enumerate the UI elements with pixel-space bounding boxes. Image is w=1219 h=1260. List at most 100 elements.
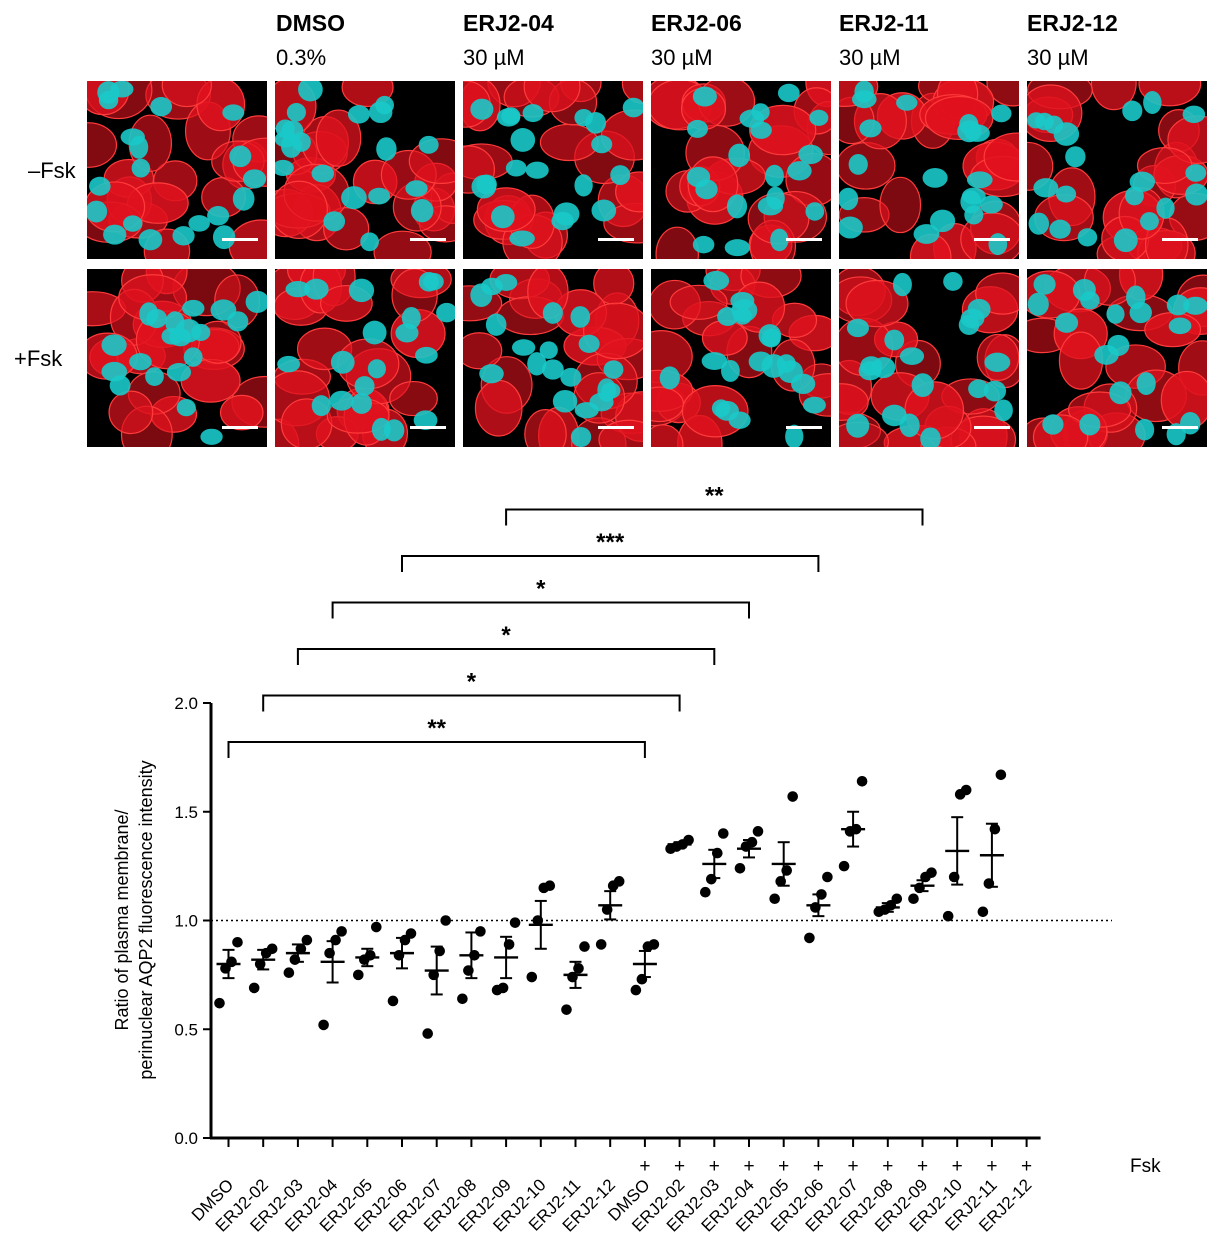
data-point: [995, 769, 1007, 781]
data-point: [365, 950, 376, 961]
column-concentration-2: 30 µM: [463, 45, 525, 70]
x-tick-label: ERJ2-09: [871, 1175, 931, 1235]
micrograph-panel-r2-c6: [1027, 269, 1207, 447]
data-point: [706, 873, 717, 885]
data-point: [926, 867, 937, 878]
significance-bracket: [505, 508, 924, 526]
data-point: [434, 945, 446, 957]
data-point: [399, 934, 411, 946]
micrograph-panel-r1-c4: [651, 81, 831, 259]
data-point: [232, 936, 243, 948]
scale-bar: [222, 426, 258, 429]
micrograph-panel-r1-c6: [1027, 81, 1207, 259]
data-point: [509, 917, 521, 928]
significance-bracket: [227, 741, 646, 758]
data-point: [642, 941, 654, 952]
significance-label: **: [705, 483, 724, 510]
data-point: [671, 841, 682, 852]
data-point: [677, 839, 688, 850]
micrograph-panel-r1-c5: [839, 81, 1019, 259]
significance-bracket: [401, 555, 820, 572]
x-tick-label: ERJ2-11: [525, 1175, 584, 1234]
data-point: [683, 834, 694, 846]
significance-label: **: [427, 715, 446, 742]
y-tick-label: 1.5: [174, 803, 198, 822]
data-point: [960, 784, 972, 796]
micrograph-panel-r1-c1: [87, 81, 267, 259]
fsk-plus-mark: +: [709, 1156, 720, 1177]
data-point: [822, 871, 833, 883]
data-point: [648, 939, 660, 950]
data-point: [405, 928, 417, 939]
scale-bar: [222, 238, 258, 241]
fsk-plus-mark: +: [639, 1156, 650, 1177]
data-point: [850, 823, 862, 835]
data-point: [601, 904, 613, 915]
data-point: [595, 939, 607, 950]
data-point: [607, 880, 619, 891]
data-point: [665, 843, 676, 855]
fsk-plus-mark: +: [952, 1156, 963, 1177]
x-tick-label: ERJ2-12: [975, 1175, 1035, 1235]
y-tick-label: 0.0: [174, 1129, 198, 1148]
data-point: [422, 1028, 434, 1039]
data-point: [503, 939, 515, 950]
data-point: [983, 878, 995, 889]
data-point: [469, 950, 480, 961]
data-point: [336, 926, 347, 937]
data-point: [844, 826, 856, 837]
y-axis-label: Ratio of plasma membrane/perinuclear AQP…: [112, 760, 156, 1079]
data-point: [393, 950, 405, 961]
data-point: [214, 997, 225, 1009]
data-point: [752, 826, 764, 837]
data-point: [746, 836, 758, 848]
x-tick-label: ERJ2-04: [698, 1175, 758, 1235]
data-point: [775, 876, 786, 887]
data-point: [544, 880, 556, 891]
data-point: [908, 893, 919, 905]
data-point: [463, 965, 474, 976]
data-point: [330, 934, 341, 946]
data-point: [440, 915, 452, 926]
data-point: [318, 1019, 329, 1031]
data-point: [948, 871, 960, 883]
fsk-label: Fsk: [1130, 1156, 1161, 1177]
data-point: [289, 954, 301, 965]
micrograph-panel-r2-c5: [839, 269, 1019, 447]
fsk-plus-mark: +: [986, 1156, 997, 1177]
x-tick-label: ERJ2-10: [906, 1175, 966, 1235]
y-tick-label: 1.0: [174, 912, 198, 931]
data-point: [810, 902, 821, 913]
data-point: [804, 932, 815, 944]
data-point: [226, 956, 237, 968]
data-point: [787, 791, 798, 802]
data-point: [954, 789, 966, 800]
scale-bar: [1162, 238, 1198, 241]
data-point: [220, 963, 231, 974]
data-point: [816, 889, 827, 900]
data-point: [526, 971, 538, 983]
micrograph-panel-r2-c4: [651, 269, 831, 447]
data-point: [532, 915, 544, 926]
fsk-plus-mark: +: [848, 1156, 859, 1177]
fsk-plus-mark: +: [813, 1156, 824, 1177]
row-label-minus-fsk: –Fsk: [28, 158, 76, 183]
data-point: [613, 876, 625, 887]
data-point: [989, 823, 1001, 835]
column-concentration-4: 30 µM: [839, 45, 901, 70]
x-tick-label: ERJ2-12: [559, 1175, 619, 1235]
data-point: [573, 963, 584, 974]
x-tick-label: ERJ2-09: [455, 1175, 515, 1235]
data-point: [740, 841, 752, 852]
x-tick-label: ERJ2-08: [420, 1175, 480, 1235]
scale-bar: [786, 238, 822, 241]
scale-bar: [1162, 426, 1198, 429]
fsk-plus-mark: +: [778, 1156, 789, 1177]
micrograph-panel-r1-c3: [463, 81, 643, 259]
data-point: [359, 954, 370, 965]
scale-bar: [410, 238, 446, 241]
micrograph-panel-r2-c3: [463, 269, 643, 447]
y-tick-label: 2.0: [174, 694, 198, 713]
data-point: [266, 943, 278, 955]
data-point: [718, 828, 729, 839]
